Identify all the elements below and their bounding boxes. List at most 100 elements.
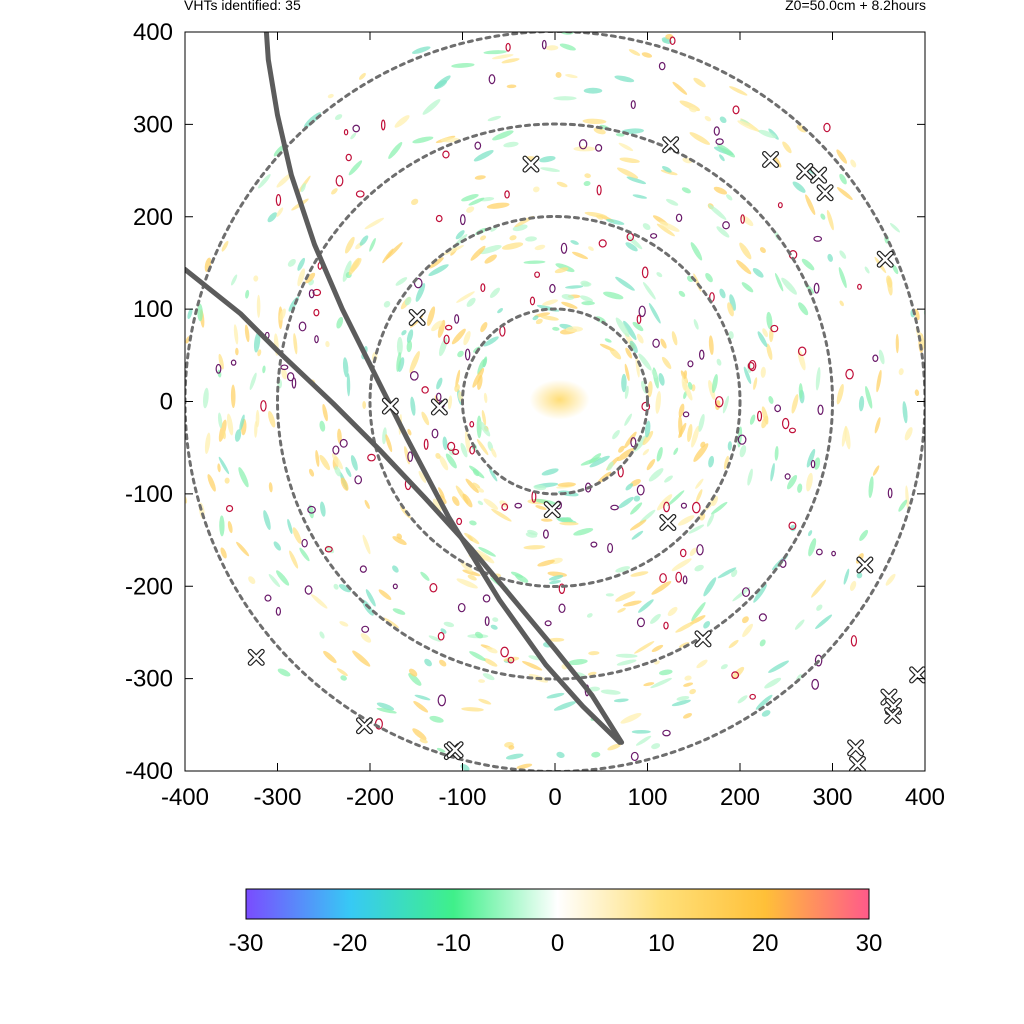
field-streak bbox=[289, 550, 299, 569]
field-streak bbox=[556, 751, 565, 758]
field-streak bbox=[705, 272, 713, 283]
field-streak bbox=[565, 74, 578, 79]
field-streak bbox=[396, 336, 403, 356]
vht-marker bbox=[247, 648, 265, 666]
field-streak bbox=[451, 62, 475, 68]
field-streak bbox=[227, 520, 233, 534]
colorbar: -30 -20 -10 0 10 20 30 bbox=[229, 888, 882, 957]
field-streak bbox=[472, 482, 481, 489]
vorticity-contour bbox=[307, 505, 316, 514]
field-streak bbox=[336, 668, 348, 677]
vorticity-contour bbox=[541, 39, 547, 50]
field-streak bbox=[687, 381, 693, 390]
field-streak bbox=[248, 576, 256, 584]
field-streak bbox=[434, 80, 448, 89]
field-streak bbox=[632, 321, 644, 332]
field-streak bbox=[503, 141, 519, 148]
field-streak bbox=[626, 176, 647, 185]
field-streak bbox=[719, 154, 725, 162]
field-streak bbox=[642, 223, 651, 231]
vht-marker bbox=[659, 514, 677, 532]
field-streak bbox=[510, 571, 524, 578]
field-streak bbox=[690, 242, 703, 261]
field-streak bbox=[404, 296, 412, 306]
field-streak bbox=[477, 359, 485, 375]
x-tick-label: 0 bbox=[548, 784, 561, 811]
field-streak bbox=[428, 635, 441, 642]
field-streak bbox=[561, 301, 578, 309]
colorbar-tick-label: 20 bbox=[752, 930, 779, 957]
field-streak bbox=[338, 584, 351, 593]
field-streak bbox=[836, 149, 848, 164]
field-streak bbox=[287, 258, 296, 267]
field-streak bbox=[747, 468, 753, 486]
field-streak bbox=[348, 257, 360, 276]
vorticity-contour bbox=[324, 546, 333, 553]
field-streak bbox=[462, 493, 473, 508]
vorticity-contour bbox=[638, 305, 646, 318]
vorticity-contour bbox=[429, 583, 438, 593]
field-streak bbox=[839, 300, 844, 307]
vorticity-contour bbox=[741, 587, 751, 598]
vorticity-contour bbox=[514, 502, 523, 509]
vht-marker-core bbox=[523, 156, 539, 172]
vorticity-contour bbox=[529, 296, 536, 306]
vorticity-contour bbox=[484, 616, 490, 627]
vorticity-contour bbox=[407, 451, 414, 462]
field-streak bbox=[256, 294, 261, 318]
field-streak bbox=[383, 617, 399, 629]
vorticity-contour bbox=[814, 654, 823, 667]
field-streak bbox=[673, 447, 679, 455]
field-streak bbox=[204, 432, 211, 454]
vorticity-contour bbox=[301, 538, 308, 548]
field-streak bbox=[376, 707, 397, 714]
vorticity-contour bbox=[630, 751, 639, 762]
field-streak bbox=[340, 477, 349, 491]
field-streak bbox=[658, 373, 665, 386]
vorticity-contour bbox=[731, 671, 740, 680]
field-streak bbox=[808, 538, 817, 557]
field-streak bbox=[299, 547, 310, 562]
vorticity-contour bbox=[499, 325, 506, 337]
vht-marker bbox=[543, 501, 561, 519]
field-streak bbox=[407, 428, 412, 436]
field-streak bbox=[715, 400, 721, 411]
vht-markers bbox=[247, 136, 925, 771]
vorticity-contour bbox=[500, 646, 509, 658]
vorticity-contour bbox=[505, 42, 511, 52]
vorticity-contour bbox=[658, 61, 666, 71]
field-streak bbox=[694, 564, 704, 572]
field-streak bbox=[667, 490, 685, 507]
field-streak bbox=[671, 699, 691, 707]
field-streak bbox=[737, 120, 760, 132]
vorticity-contour bbox=[797, 346, 807, 357]
field-streak bbox=[412, 136, 434, 144]
field-streak bbox=[693, 77, 706, 88]
field-streak bbox=[708, 455, 715, 468]
vorticity-contour bbox=[264, 594, 272, 602]
vorticity-contour bbox=[443, 334, 450, 345]
vorticity-contour bbox=[454, 314, 460, 324]
field-streak bbox=[759, 247, 766, 253]
vorticity-contour bbox=[641, 266, 649, 279]
field-streak bbox=[477, 374, 483, 390]
field-streak bbox=[695, 478, 704, 489]
field-streak bbox=[895, 333, 899, 354]
field-streak bbox=[217, 463, 221, 473]
field-streak bbox=[885, 573, 896, 586]
field-streak bbox=[348, 160, 363, 176]
aircraft-tracks bbox=[185, 32, 625, 745]
field-streak bbox=[334, 466, 342, 477]
vorticity-contour bbox=[675, 213, 683, 223]
field-streak bbox=[505, 753, 524, 760]
vorticity-contour bbox=[747, 361, 755, 370]
field-streak bbox=[523, 545, 546, 550]
field-streak bbox=[633, 495, 641, 502]
vht-marker bbox=[876, 250, 894, 268]
range-rings bbox=[185, 32, 925, 771]
field-streak bbox=[914, 389, 920, 397]
x-tick-label: 400 bbox=[905, 784, 945, 811]
field-streak bbox=[583, 87, 603, 94]
field-streak bbox=[656, 446, 663, 462]
y-tick-label: 100 bbox=[133, 296, 173, 323]
